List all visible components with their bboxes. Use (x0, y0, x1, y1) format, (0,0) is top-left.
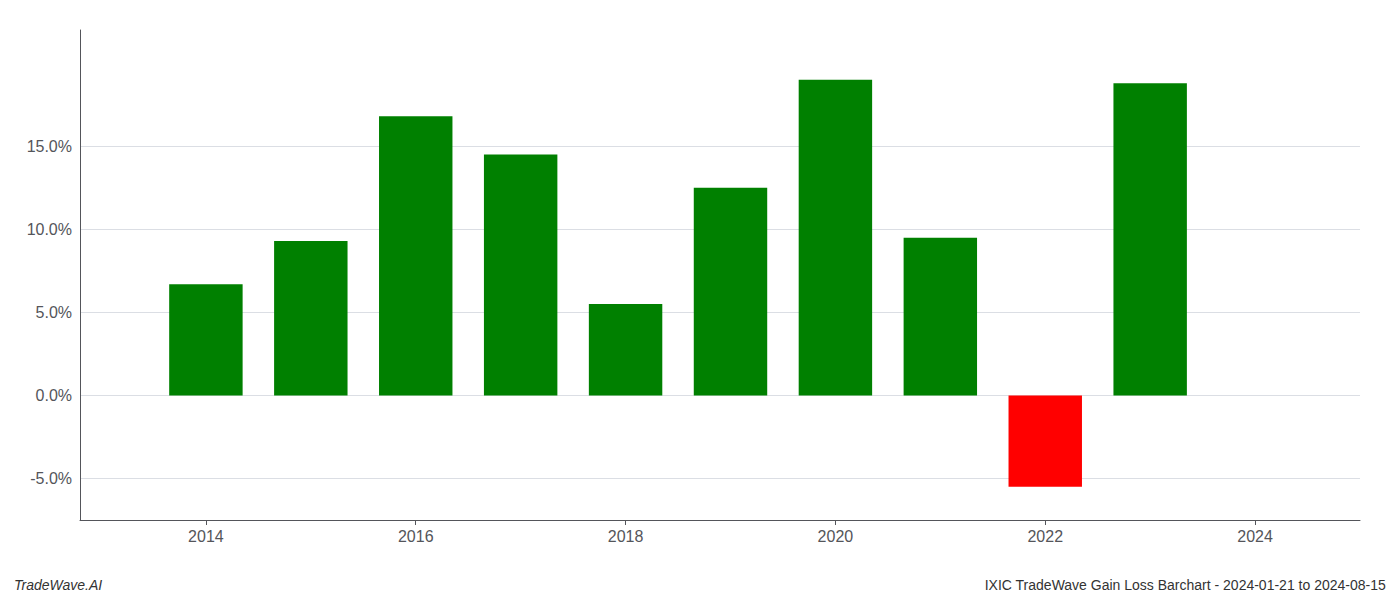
svg-text:-5.0%: -5.0% (30, 470, 72, 487)
svg-text:2018: 2018 (608, 528, 644, 545)
svg-text:10.0%: 10.0% (27, 221, 72, 238)
svg-text:2020: 2020 (818, 528, 854, 545)
svg-text:2024: 2024 (1237, 528, 1273, 545)
svg-text:0.0%: 0.0% (36, 387, 72, 404)
svg-text:5.0%: 5.0% (36, 304, 72, 321)
svg-text:IXIC TradeWave Gain Loss Barch: IXIC TradeWave Gain Loss Barchart - 2024… (985, 577, 1386, 593)
svg-text:15.0%: 15.0% (27, 138, 72, 155)
svg-text:TradeWave.AI: TradeWave.AI (14, 577, 102, 593)
svg-text:2014: 2014 (188, 528, 224, 545)
svg-text:2022: 2022 (1027, 528, 1063, 545)
svg-text:2016: 2016 (398, 528, 434, 545)
